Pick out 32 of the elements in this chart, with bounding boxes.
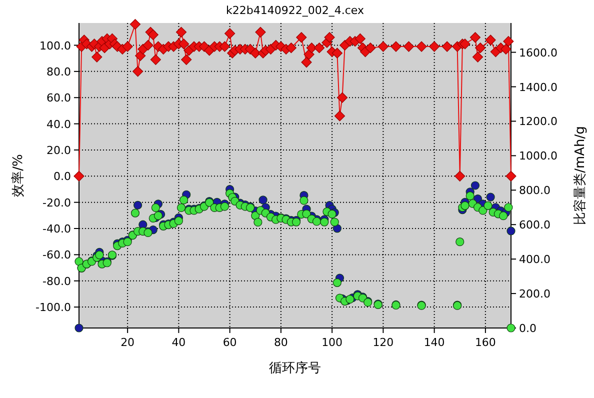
x-tick-label: 80 bbox=[274, 336, 288, 349]
y-axis-title: 效率/% bbox=[10, 154, 26, 197]
y2-tick-label: 800.0 bbox=[519, 184, 550, 198]
y2-tick-label: 1400.0 bbox=[519, 80, 558, 94]
x-tick-label: 20 bbox=[120, 336, 135, 349]
y2-tick-label: 400.0 bbox=[519, 253, 550, 266]
y-tick-label: -100.0 bbox=[36, 301, 71, 314]
x-tick-label: 60 bbox=[222, 336, 237, 349]
y2-tick-label: 1200.0 bbox=[519, 115, 558, 128]
y-tick-label: 80.0 bbox=[46, 65, 71, 78]
x-tick-label: 40 bbox=[172, 336, 186, 349]
y-tick-label: 60.0 bbox=[46, 92, 71, 105]
y2-tick-label: 0.0 bbox=[519, 322, 536, 335]
y2-tick-label: 1600.0 bbox=[519, 46, 558, 60]
y-tick-label: 0.0 bbox=[54, 170, 71, 184]
y-tick-label: -60.0 bbox=[42, 248, 71, 262]
y2-tick-label: 600.0 bbox=[519, 218, 550, 232]
y-tick-label: 100.0 bbox=[40, 39, 71, 52]
y-tick-label: 20.0 bbox=[46, 144, 71, 157]
x-tick-label: 140 bbox=[424, 336, 445, 349]
y-tick-label: -40.0 bbox=[42, 222, 71, 236]
x-tick-label: 100 bbox=[322, 336, 343, 349]
chart-title: k22b4140922_002_4.cex bbox=[226, 4, 364, 17]
y2-axis-title: 比容量类/mAh/g bbox=[572, 126, 588, 225]
y2-tick-label: 1000.0 bbox=[519, 150, 558, 163]
x-axis-title: 循环序号 bbox=[269, 360, 321, 376]
y-tick-label: 40.0 bbox=[46, 118, 71, 131]
y-tick-label: -80.0 bbox=[42, 274, 71, 288]
x-tick-label: 120 bbox=[372, 336, 394, 349]
y2-tick-label: 200.0 bbox=[519, 288, 550, 301]
x-tick-label: 160 bbox=[474, 336, 496, 349]
y-tick-label: -20.0 bbox=[42, 196, 71, 210]
